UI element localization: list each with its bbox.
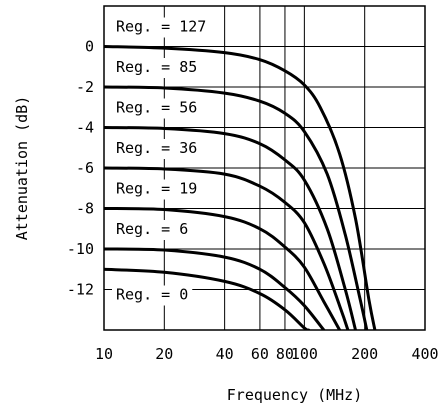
series-label-bg [112, 285, 193, 306]
series-line [104, 85, 369, 330]
series-curves [104, 45, 377, 330]
series-label-bg [112, 58, 202, 78]
y-tick-label: -4 [76, 119, 94, 137]
x-tick-label: 60 [251, 345, 269, 363]
x-tick-label: 100 [291, 345, 318, 363]
series-label: Reg. = 127 [116, 18, 206, 36]
x-tick-label: 400 [411, 345, 438, 363]
series-label: Reg. = 56 [116, 99, 197, 117]
series-label-bg [112, 179, 202, 200]
series-label-group: Reg. = 6 [112, 220, 193, 240]
y-tick-label: -10 [67, 240, 94, 258]
x-tick-label: 80 [276, 345, 294, 363]
y-tick-label: -8 [76, 200, 94, 218]
series-label-group: Reg. = 127 [112, 17, 211, 38]
series-label: Reg. = 85 [116, 58, 197, 76]
series-line [104, 166, 350, 330]
x-tick-label: 40 [216, 345, 234, 363]
y-axis-label: Attenuation (dB) [13, 96, 31, 241]
series-label-bg [112, 98, 202, 119]
plot-frame [103, 5, 426, 331]
x-tick-label: 20 [155, 345, 173, 363]
series-line [104, 267, 311, 330]
series-label-group: Reg. = 56 [112, 98, 202, 119]
series-label-group: Reg. = 85 [112, 58, 202, 78]
series-label: Reg. = 0 [116, 286, 188, 304]
y-tick-label: -12 [67, 281, 94, 299]
y-tick-label: -6 [76, 159, 94, 177]
series-label-group: Reg. = 19 [112, 179, 202, 200]
series-line [104, 126, 357, 330]
series-line [104, 207, 342, 330]
x-tick-label: 200 [351, 345, 378, 363]
series-label-bg [112, 220, 193, 240]
series-label: Reg. = 6 [116, 220, 188, 238]
series-labels: Reg. = 127 Reg. = 85 Reg. = 56 Reg. = 36 Reg… [112, 17, 211, 306]
series-label-bg [112, 139, 202, 159]
y-tick-label: 0 [85, 38, 94, 56]
y-tick-label: -2 [76, 78, 94, 96]
x-axis-label: Frequency (MHz) [227, 386, 362, 404]
series-label-bg [112, 17, 211, 38]
series-label: Reg. = 19 [116, 180, 197, 198]
series-line [104, 247, 326, 330]
series-label: Reg. = 36 [116, 139, 197, 157]
series-label-group: Reg. = 36 [112, 139, 202, 159]
series-label-group: Reg. = 0 [112, 285, 193, 306]
series-line [104, 45, 377, 330]
x-tick-label: 10 [95, 345, 113, 363]
y-tick-labels: 0 -2 -4 -6 -8 -10 -12 [67, 38, 94, 299]
